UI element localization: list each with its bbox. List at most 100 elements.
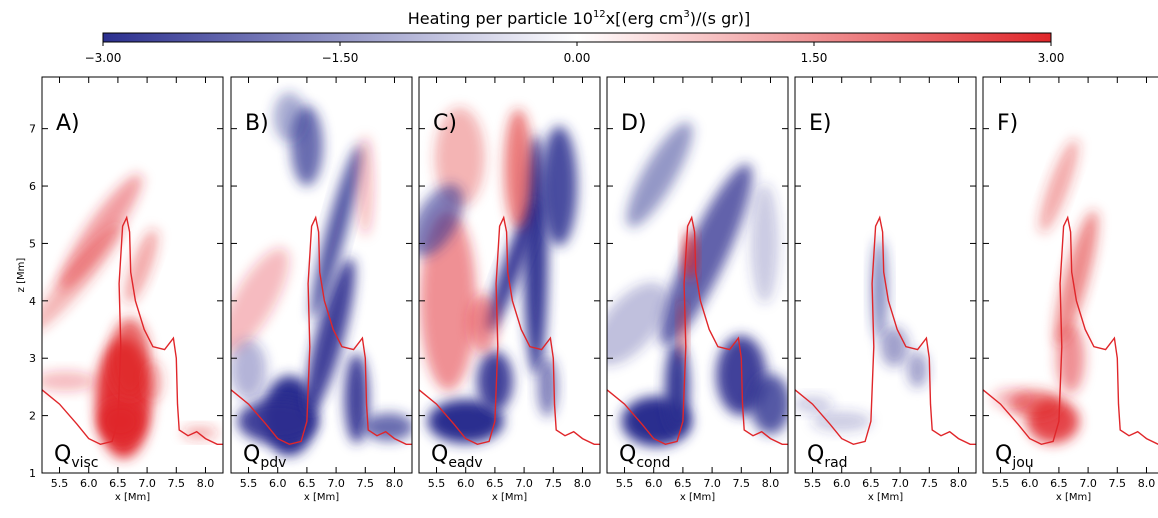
heatmap-blob: [181, 426, 218, 439]
colorbar-tick-label: 3.00: [1038, 51, 1065, 65]
x-axis-label: x [Mm]: [1056, 492, 1091, 503]
heatmap-blob: [142, 361, 163, 402]
x-axis-label: x [Mm]: [868, 492, 903, 503]
heatmap-blob: [1039, 138, 1079, 234]
x-tick-label: 7.0: [1079, 477, 1097, 490]
colorbar-ticks: −3.00 −1.50 0.00 1.50 3.00: [85, 42, 1065, 65]
heatmap-blob: [537, 356, 558, 417]
heatmap-blob: [476, 351, 513, 412]
quantity-label: Qvisc: [54, 442, 99, 471]
heatmap-blob: [42, 371, 96, 392]
y-tick-label: 3: [29, 352, 36, 365]
quantity-label: Qcond: [619, 442, 670, 471]
x-tick-label: 7.5: [168, 477, 186, 490]
x-tick-label: 6.0: [833, 477, 851, 490]
heatmap-blob: [419, 184, 463, 257]
contour-line: [42, 215, 223, 446]
colorbar-tick-label: −1.50: [322, 51, 359, 65]
contour-line: [607, 215, 788, 446]
x-tick-label: 7.0: [327, 477, 345, 490]
x-tick-label: 6.5: [1050, 477, 1068, 490]
x-tick-label: 6.0: [1021, 477, 1039, 490]
y-axis-label: z [Mm]: [16, 258, 27, 293]
y-tick-label: 2: [29, 410, 36, 423]
heatmap-blob: [420, 210, 477, 391]
x-tick-label: 5.5: [240, 477, 258, 490]
y-tick-label: 7: [29, 123, 36, 136]
y-tick-label: 1: [29, 467, 36, 480]
panel-label: B): [245, 111, 269, 136]
quantity-label: Qpdv: [243, 442, 286, 471]
panel-label: D): [621, 111, 647, 136]
heatmap-field: [795, 239, 928, 432]
heatmap-blob: [305, 257, 355, 413]
x-tick-label: 8.0: [386, 477, 404, 490]
x-tick-label: 8.0: [1138, 477, 1156, 490]
x-tick-label: 6.0: [269, 477, 287, 490]
quantity-label: Qrad: [807, 442, 848, 471]
x-tick-label: 8.0: [950, 477, 968, 490]
x-tick-label: 6.5: [486, 477, 504, 490]
panel-a: 5.5 6.0 6.5 7.0 7.5 8.0 1 2 3 4 5 6 7 x [Mm] A) Qvisc: [29, 76, 224, 503]
heatmap-blob: [427, 399, 504, 444]
panel-label: E): [809, 111, 831, 136]
x-tick-label: 7.0: [891, 477, 909, 490]
panel-frame: [41, 76, 224, 474]
heatmap-field: [231, 92, 412, 456]
panel-frame: [794, 76, 977, 474]
colorbar-tick-label: 1.50: [801, 51, 828, 65]
x-tick-label: 7.0: [703, 477, 721, 490]
x-tick-label: 7.5: [921, 477, 939, 490]
x-tick-label: 8.0: [574, 477, 592, 490]
heatmap-blob: [310, 144, 362, 319]
x-tick-label: 6.0: [457, 477, 475, 490]
x-tick-label: 7.5: [357, 477, 375, 490]
x-tick-label: 7.5: [545, 477, 563, 490]
heatmap-blob: [486, 200, 539, 333]
panel-label: A): [56, 111, 80, 136]
x-tick-label: 5.5: [428, 477, 446, 490]
x-tick-label: 7.5: [733, 477, 751, 490]
contour-line: [983, 215, 1158, 446]
x-axis-label: x [Mm]: [304, 492, 339, 503]
panel-c: 5.5 6.0 6.5 7.0 7.5 8.0 x [Mm] C) Qeadv: [418, 76, 601, 503]
x-tick-label: 6.5: [298, 477, 316, 490]
heatmap-blob: [880, 326, 909, 367]
heatmap-blob: [344, 353, 369, 444]
heatmap-blob: [504, 108, 533, 229]
heatmap-blob: [626, 121, 693, 228]
panel-frame: [982, 76, 1158, 474]
heatmap-blob: [469, 293, 498, 354]
heatmap-blob: [795, 396, 833, 413]
panel-b: 5.5 6.0 6.5 7.0 7.5 8.0 x [Mm] B) Qpdv: [230, 76, 413, 503]
colorbar: [102, 32, 1052, 43]
heatmap-blob: [750, 183, 779, 304]
x-tick-label: 5.5: [992, 477, 1010, 490]
x-tick-label: 7.0: [138, 477, 156, 490]
heatmap-blob: [750, 374, 788, 435]
heatmap-blob: [607, 282, 668, 366]
y-tick-label: 4: [29, 295, 36, 308]
heatmap-blob: [541, 126, 578, 247]
x-axis-label: x [Mm]: [680, 492, 715, 503]
x-tick-label: 7.0: [515, 477, 533, 490]
heatmap-blob: [357, 136, 374, 237]
panel-d: 5.5 6.0 6.5 7.0 7.5 8.0 x [Mm] D) Qcond: [606, 76, 789, 503]
heatmap-blob: [907, 351, 928, 388]
panel-e: 5.5 6.0 6.5 7.0 7.5 8.0 x [Mm] E) Qrad: [794, 76, 977, 503]
heatmap-blob: [1054, 210, 1098, 346]
heatmap-field: [992, 138, 1098, 444]
x-axis-label: x [Mm]: [115, 492, 150, 503]
x-tick-label: 6.5: [109, 477, 127, 490]
heatmap-field: [419, 107, 578, 444]
quantity-label: Qjou: [995, 442, 1034, 471]
colorbar-tick-label: 0.00: [564, 51, 591, 65]
panel-label: C): [433, 111, 457, 136]
x-tick-label: 6.0: [80, 477, 98, 490]
x-tick-label: 6.5: [862, 477, 880, 490]
panel-f: 5.5 6.0 6.5 7.0 7.5 8.0 x [Mm] F) Qjou: [982, 76, 1158, 503]
y-tick-label: 6: [29, 180, 36, 193]
heatmap-blob: [231, 247, 289, 354]
